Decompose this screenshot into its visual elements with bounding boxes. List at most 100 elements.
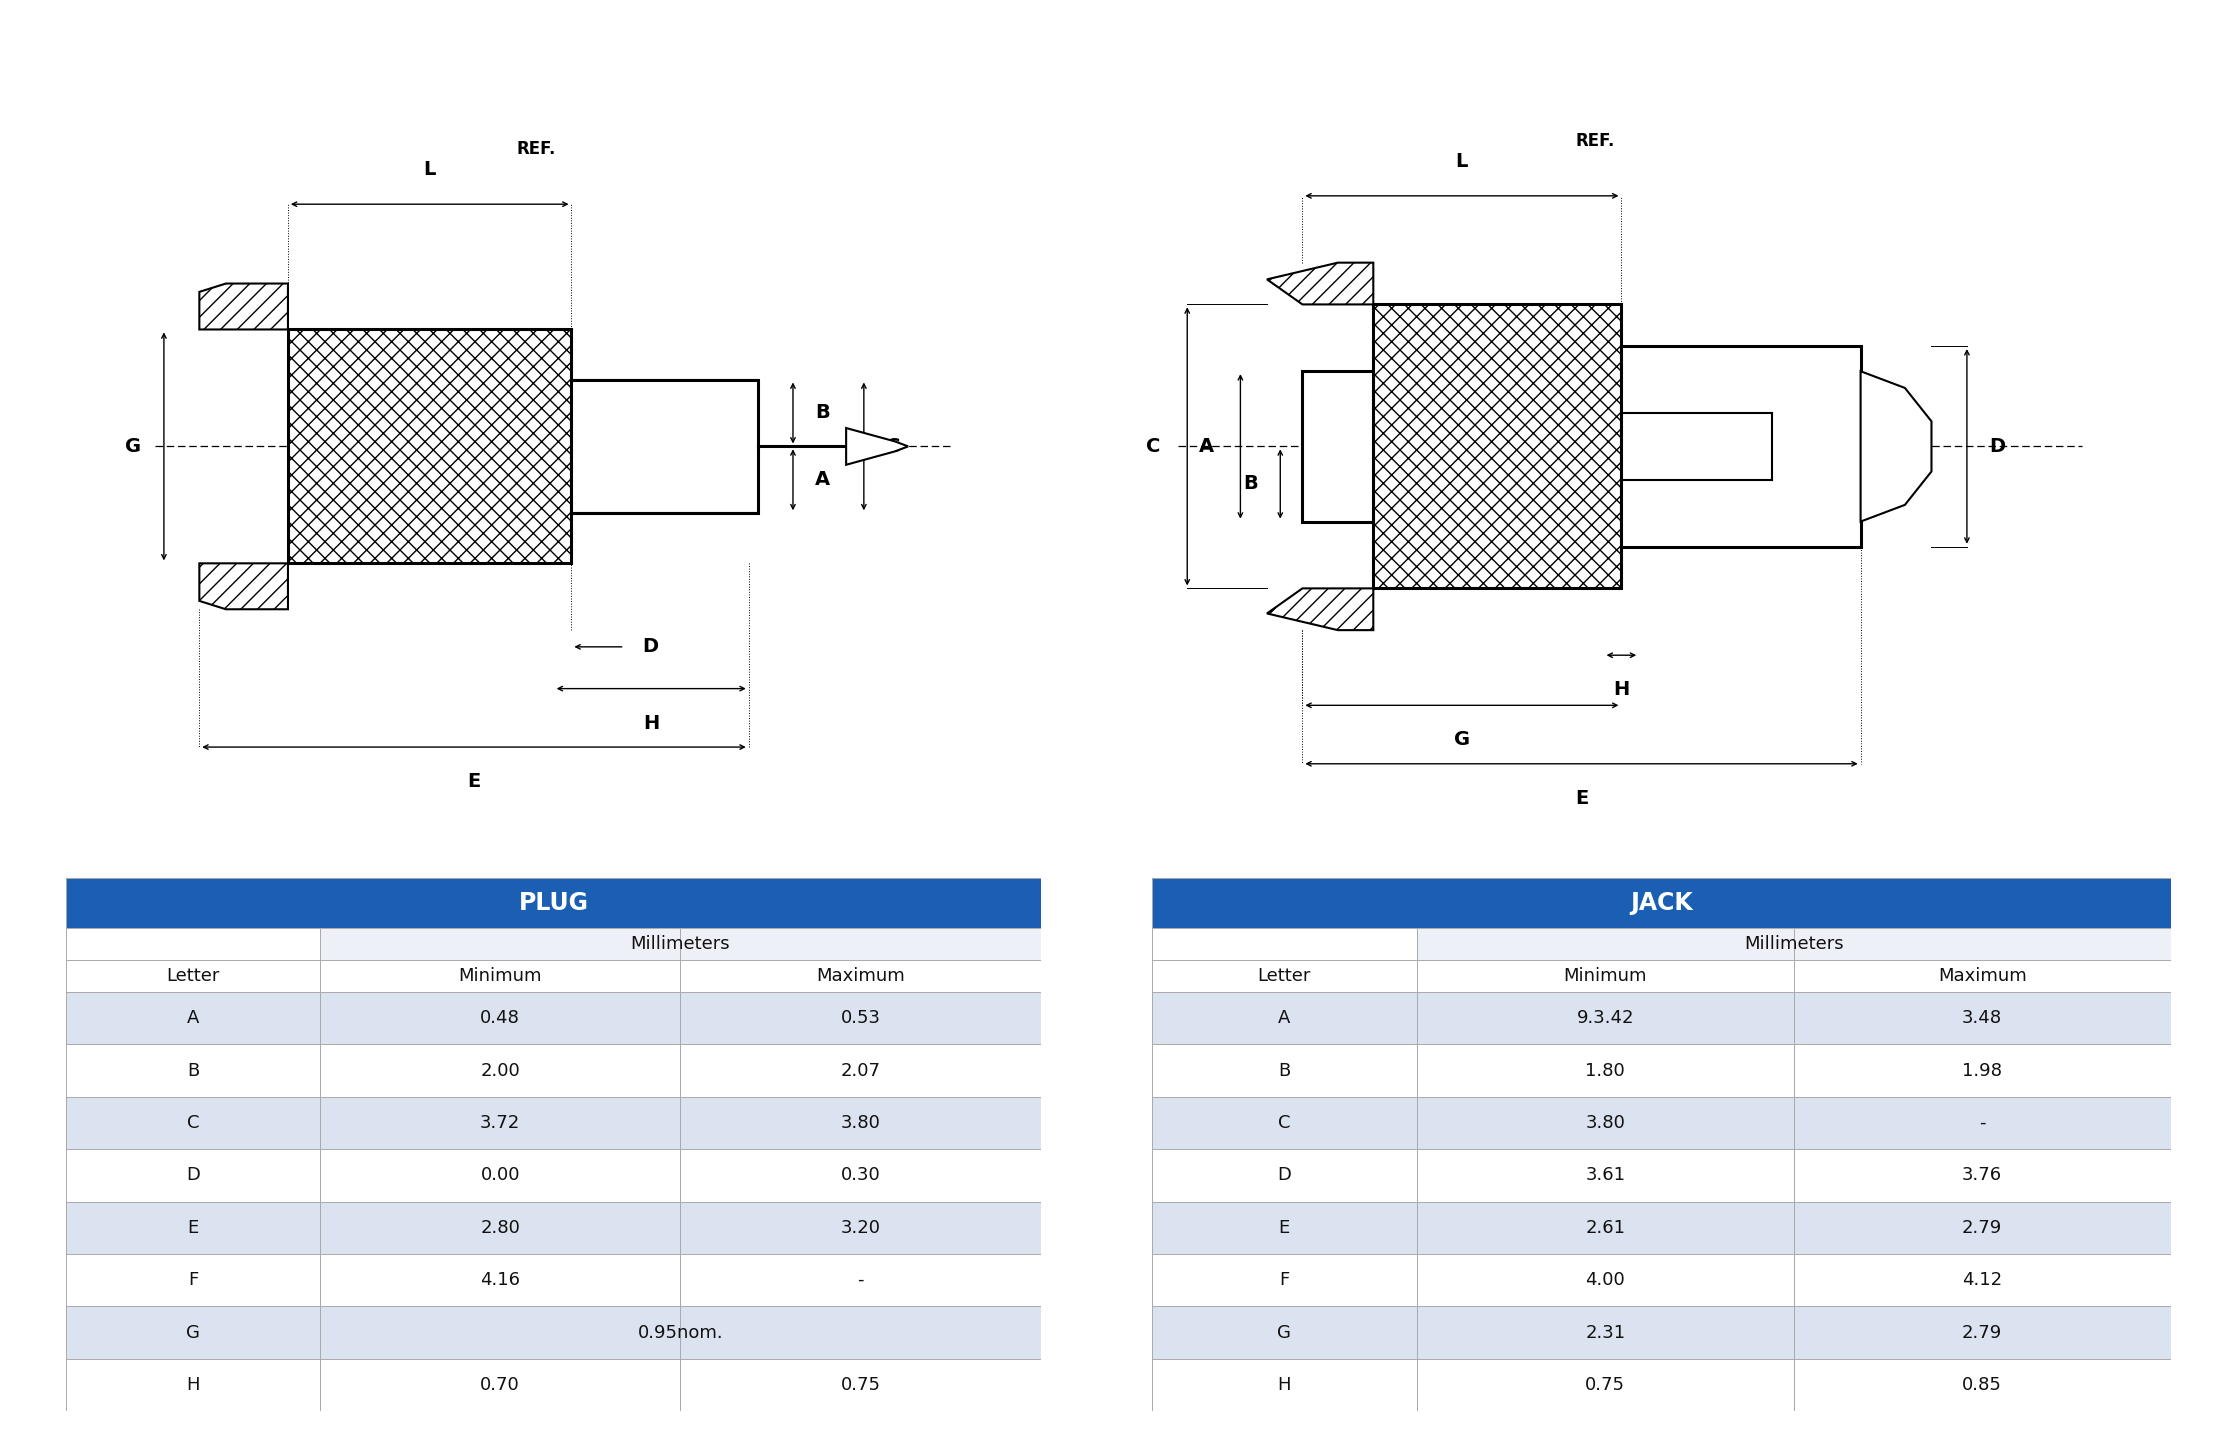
Text: -: - xyxy=(1978,1115,1985,1132)
Text: 4.00: 4.00 xyxy=(1586,1272,1626,1289)
Text: C: C xyxy=(186,1115,199,1132)
Text: D: D xyxy=(186,1166,199,1184)
Bar xyxy=(1152,1201,2171,1254)
Polygon shape xyxy=(1267,262,1373,304)
Text: 3.48: 3.48 xyxy=(1962,1009,2002,1027)
Text: E: E xyxy=(188,1218,199,1237)
Text: 3.80: 3.80 xyxy=(842,1115,882,1132)
Text: C: C xyxy=(1147,436,1161,456)
Bar xyxy=(1152,878,2171,927)
Bar xyxy=(66,960,1041,992)
Text: 3.61: 3.61 xyxy=(1586,1166,1626,1184)
Text: 3.72: 3.72 xyxy=(481,1115,521,1132)
Text: 0.48: 0.48 xyxy=(481,1009,521,1027)
Text: D: D xyxy=(1989,436,2005,456)
Text: Minimum: Minimum xyxy=(459,966,543,985)
Bar xyxy=(1152,1097,2171,1149)
Text: B: B xyxy=(1243,475,1258,494)
Bar xyxy=(66,878,1041,927)
Text: L: L xyxy=(1455,151,1469,171)
Bar xyxy=(1152,1306,2171,1359)
Bar xyxy=(1302,372,1373,521)
Text: 0.70: 0.70 xyxy=(481,1377,521,1394)
Polygon shape xyxy=(1267,589,1373,631)
Text: 0.53: 0.53 xyxy=(842,1009,882,1027)
Text: Maximum: Maximum xyxy=(817,966,906,985)
Text: B: B xyxy=(815,403,831,422)
Polygon shape xyxy=(846,428,908,465)
Text: G: G xyxy=(1278,1323,1291,1342)
Text: 9.3.42: 9.3.42 xyxy=(1577,1009,1635,1027)
Text: 2.79: 2.79 xyxy=(1962,1218,2002,1237)
Text: C: C xyxy=(1278,1115,1291,1132)
Text: Millimeters: Millimeters xyxy=(631,935,731,953)
Text: A: A xyxy=(815,471,831,490)
Text: D: D xyxy=(642,638,658,657)
Text: -: - xyxy=(857,1272,864,1289)
Bar xyxy=(1621,346,1861,547)
Bar xyxy=(319,927,1041,960)
Bar xyxy=(1152,960,2171,992)
Text: L: L xyxy=(423,160,436,179)
Text: 4.12: 4.12 xyxy=(1962,1272,2002,1289)
Bar xyxy=(66,1201,1041,1254)
Bar xyxy=(288,330,571,563)
Bar xyxy=(571,380,758,513)
Text: F: F xyxy=(188,1272,199,1289)
Text: G: G xyxy=(124,436,142,456)
Bar xyxy=(1152,1254,2171,1306)
Text: 2.00: 2.00 xyxy=(481,1061,521,1080)
Text: 2.61: 2.61 xyxy=(1586,1218,1626,1237)
Text: 2.79: 2.79 xyxy=(1962,1323,2002,1342)
Text: H: H xyxy=(186,1377,199,1394)
Bar xyxy=(66,1044,1041,1097)
Text: 2.07: 2.07 xyxy=(842,1061,882,1080)
Text: REF.: REF. xyxy=(516,140,556,158)
Text: 0.30: 0.30 xyxy=(842,1166,882,1184)
Text: E: E xyxy=(467,772,481,791)
Text: 1.80: 1.80 xyxy=(1586,1061,1626,1080)
Text: Minimum: Minimum xyxy=(1564,966,1648,985)
Bar xyxy=(66,1254,1041,1306)
Text: 3.76: 3.76 xyxy=(1962,1166,2002,1184)
Text: E: E xyxy=(1278,1218,1289,1237)
Bar xyxy=(66,1149,1041,1201)
Text: REF.: REF. xyxy=(1575,132,1615,150)
Text: G: G xyxy=(186,1323,199,1342)
Text: Letter: Letter xyxy=(166,966,219,985)
Text: 0.75: 0.75 xyxy=(842,1377,882,1394)
Text: Letter: Letter xyxy=(1258,966,1311,985)
Polygon shape xyxy=(199,563,288,609)
Bar xyxy=(66,1097,1041,1149)
Polygon shape xyxy=(199,284,288,330)
Bar xyxy=(66,992,1041,1044)
Text: E: E xyxy=(1575,789,1588,808)
Text: G: G xyxy=(1453,730,1471,749)
Text: 3.20: 3.20 xyxy=(842,1218,882,1237)
Bar xyxy=(1152,1359,2171,1411)
Text: A: A xyxy=(1278,1009,1291,1027)
Bar xyxy=(1418,927,2171,960)
Text: 1.98: 1.98 xyxy=(1962,1061,2002,1080)
Bar xyxy=(1152,1044,2171,1097)
Text: 4.16: 4.16 xyxy=(481,1272,521,1289)
Text: A: A xyxy=(186,1009,199,1027)
Text: B: B xyxy=(186,1061,199,1080)
Text: H: H xyxy=(1613,680,1630,700)
Text: C: C xyxy=(886,436,899,456)
Text: 3.80: 3.80 xyxy=(1586,1115,1626,1132)
Text: A: A xyxy=(1198,436,1214,456)
Bar xyxy=(1152,992,2171,1044)
Text: H: H xyxy=(642,714,660,733)
Text: 2.31: 2.31 xyxy=(1586,1323,1626,1342)
Text: Millimeters: Millimeters xyxy=(1743,935,1843,953)
Text: PLUG: PLUG xyxy=(518,891,589,916)
Bar xyxy=(66,1359,1041,1411)
Text: 0.95nom.: 0.95nom. xyxy=(638,1323,724,1342)
Text: H: H xyxy=(1278,1377,1291,1394)
Bar xyxy=(1373,304,1621,589)
Bar xyxy=(66,1306,1041,1359)
Text: F: F xyxy=(1278,1272,1289,1289)
Text: 2.80: 2.80 xyxy=(481,1218,521,1237)
Text: 0.00: 0.00 xyxy=(481,1166,521,1184)
